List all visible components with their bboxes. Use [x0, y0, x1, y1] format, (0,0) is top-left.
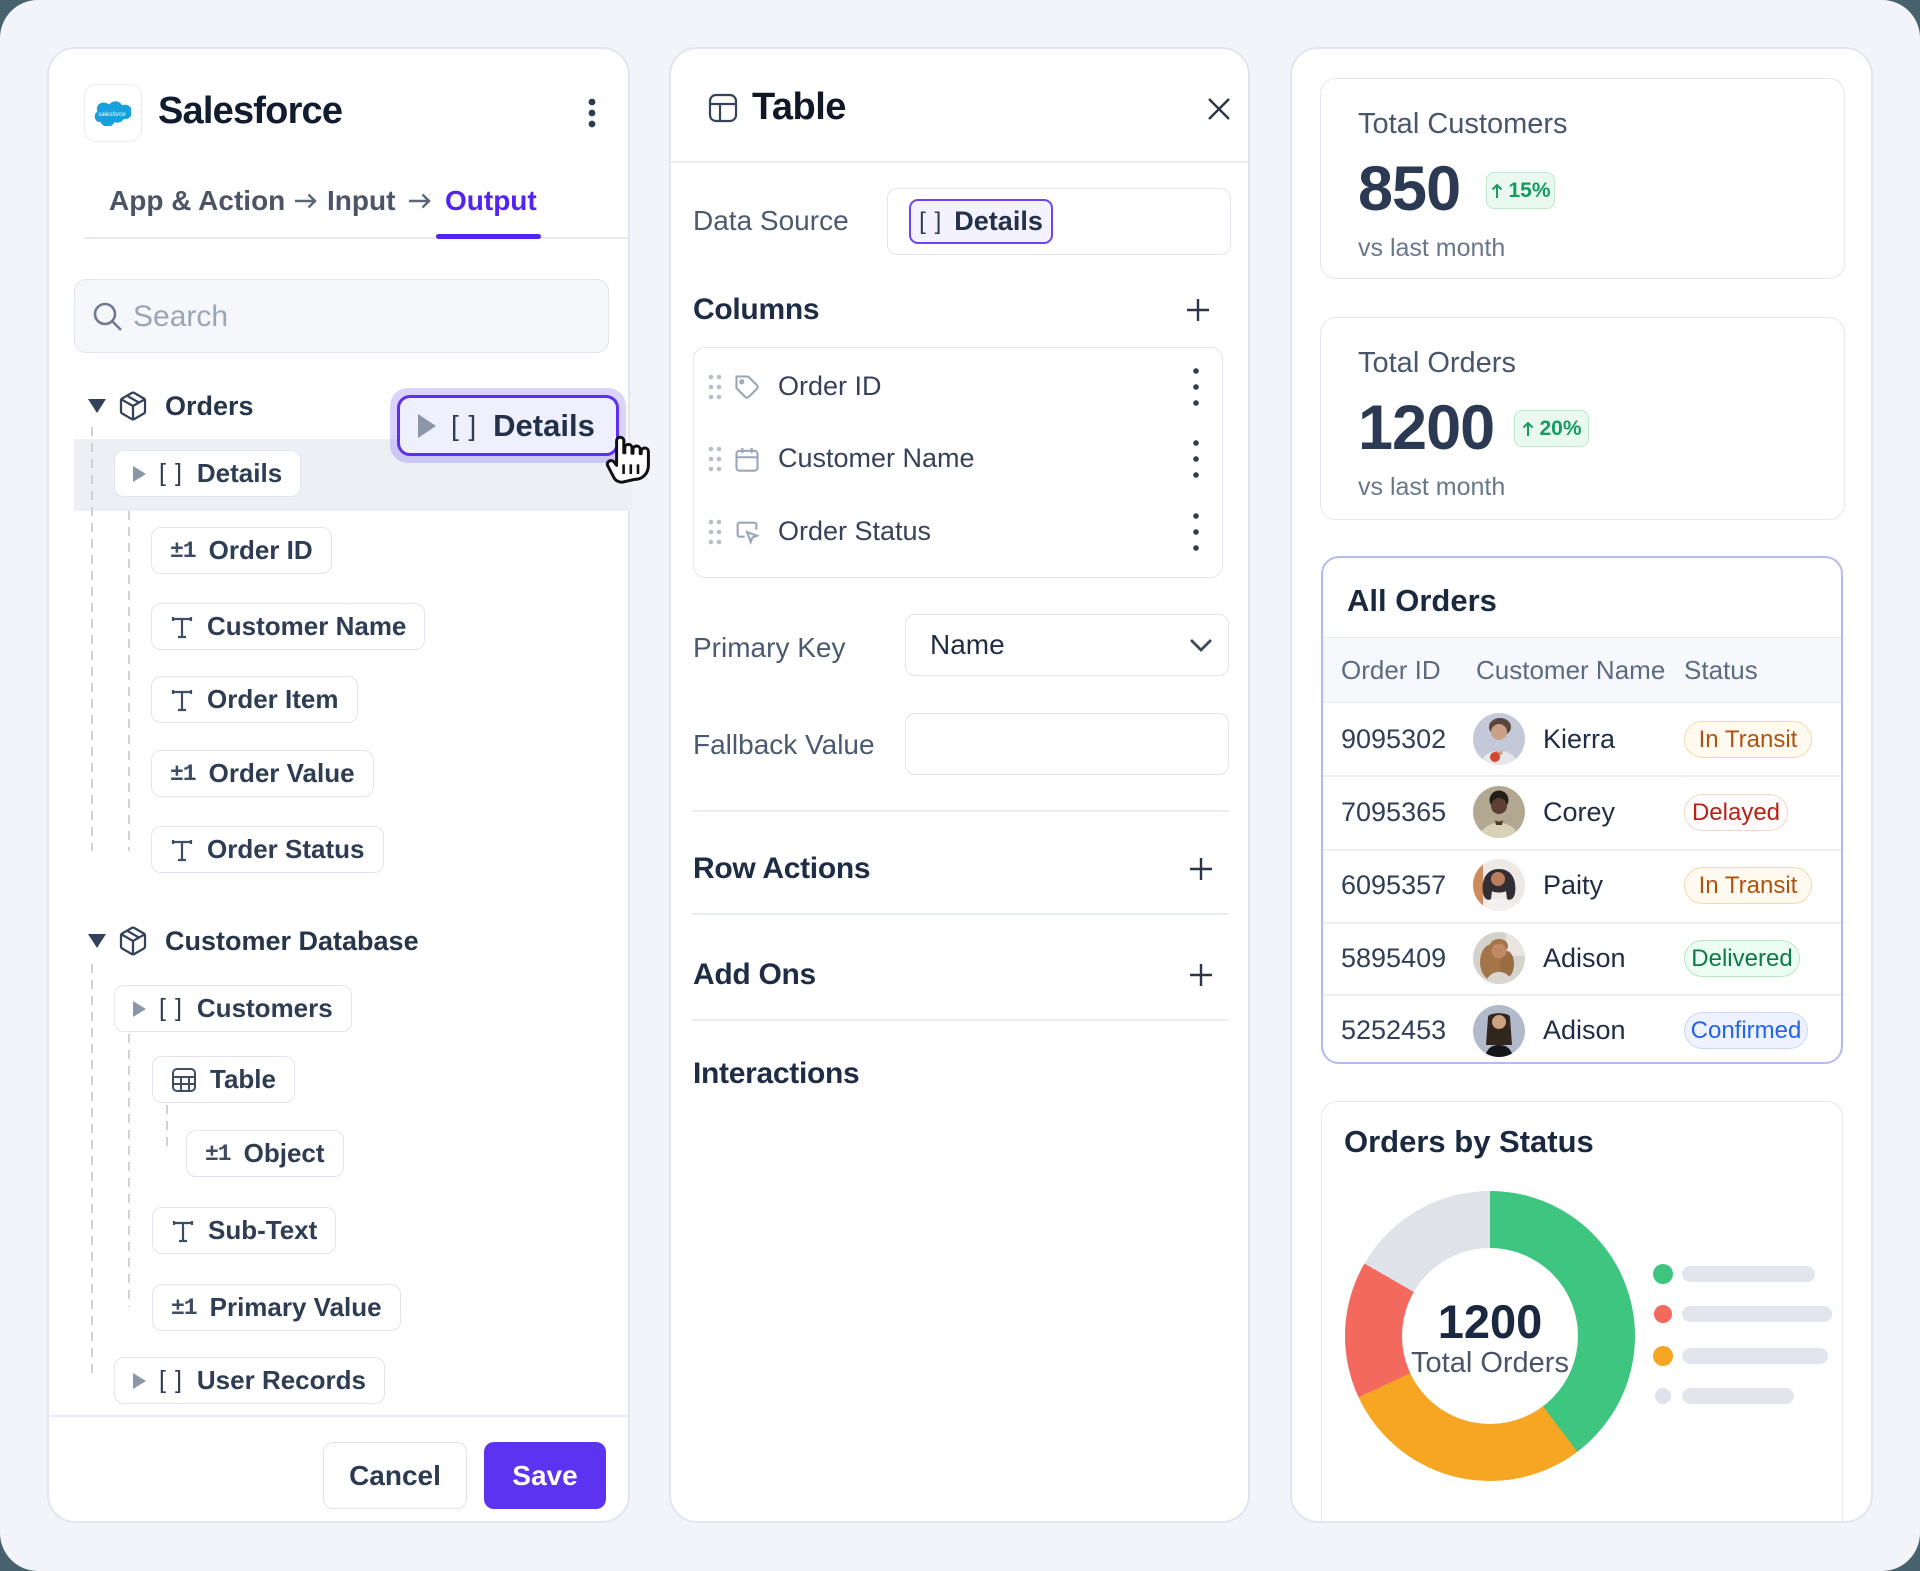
svg-text:salesforce: salesforce: [98, 112, 126, 118]
